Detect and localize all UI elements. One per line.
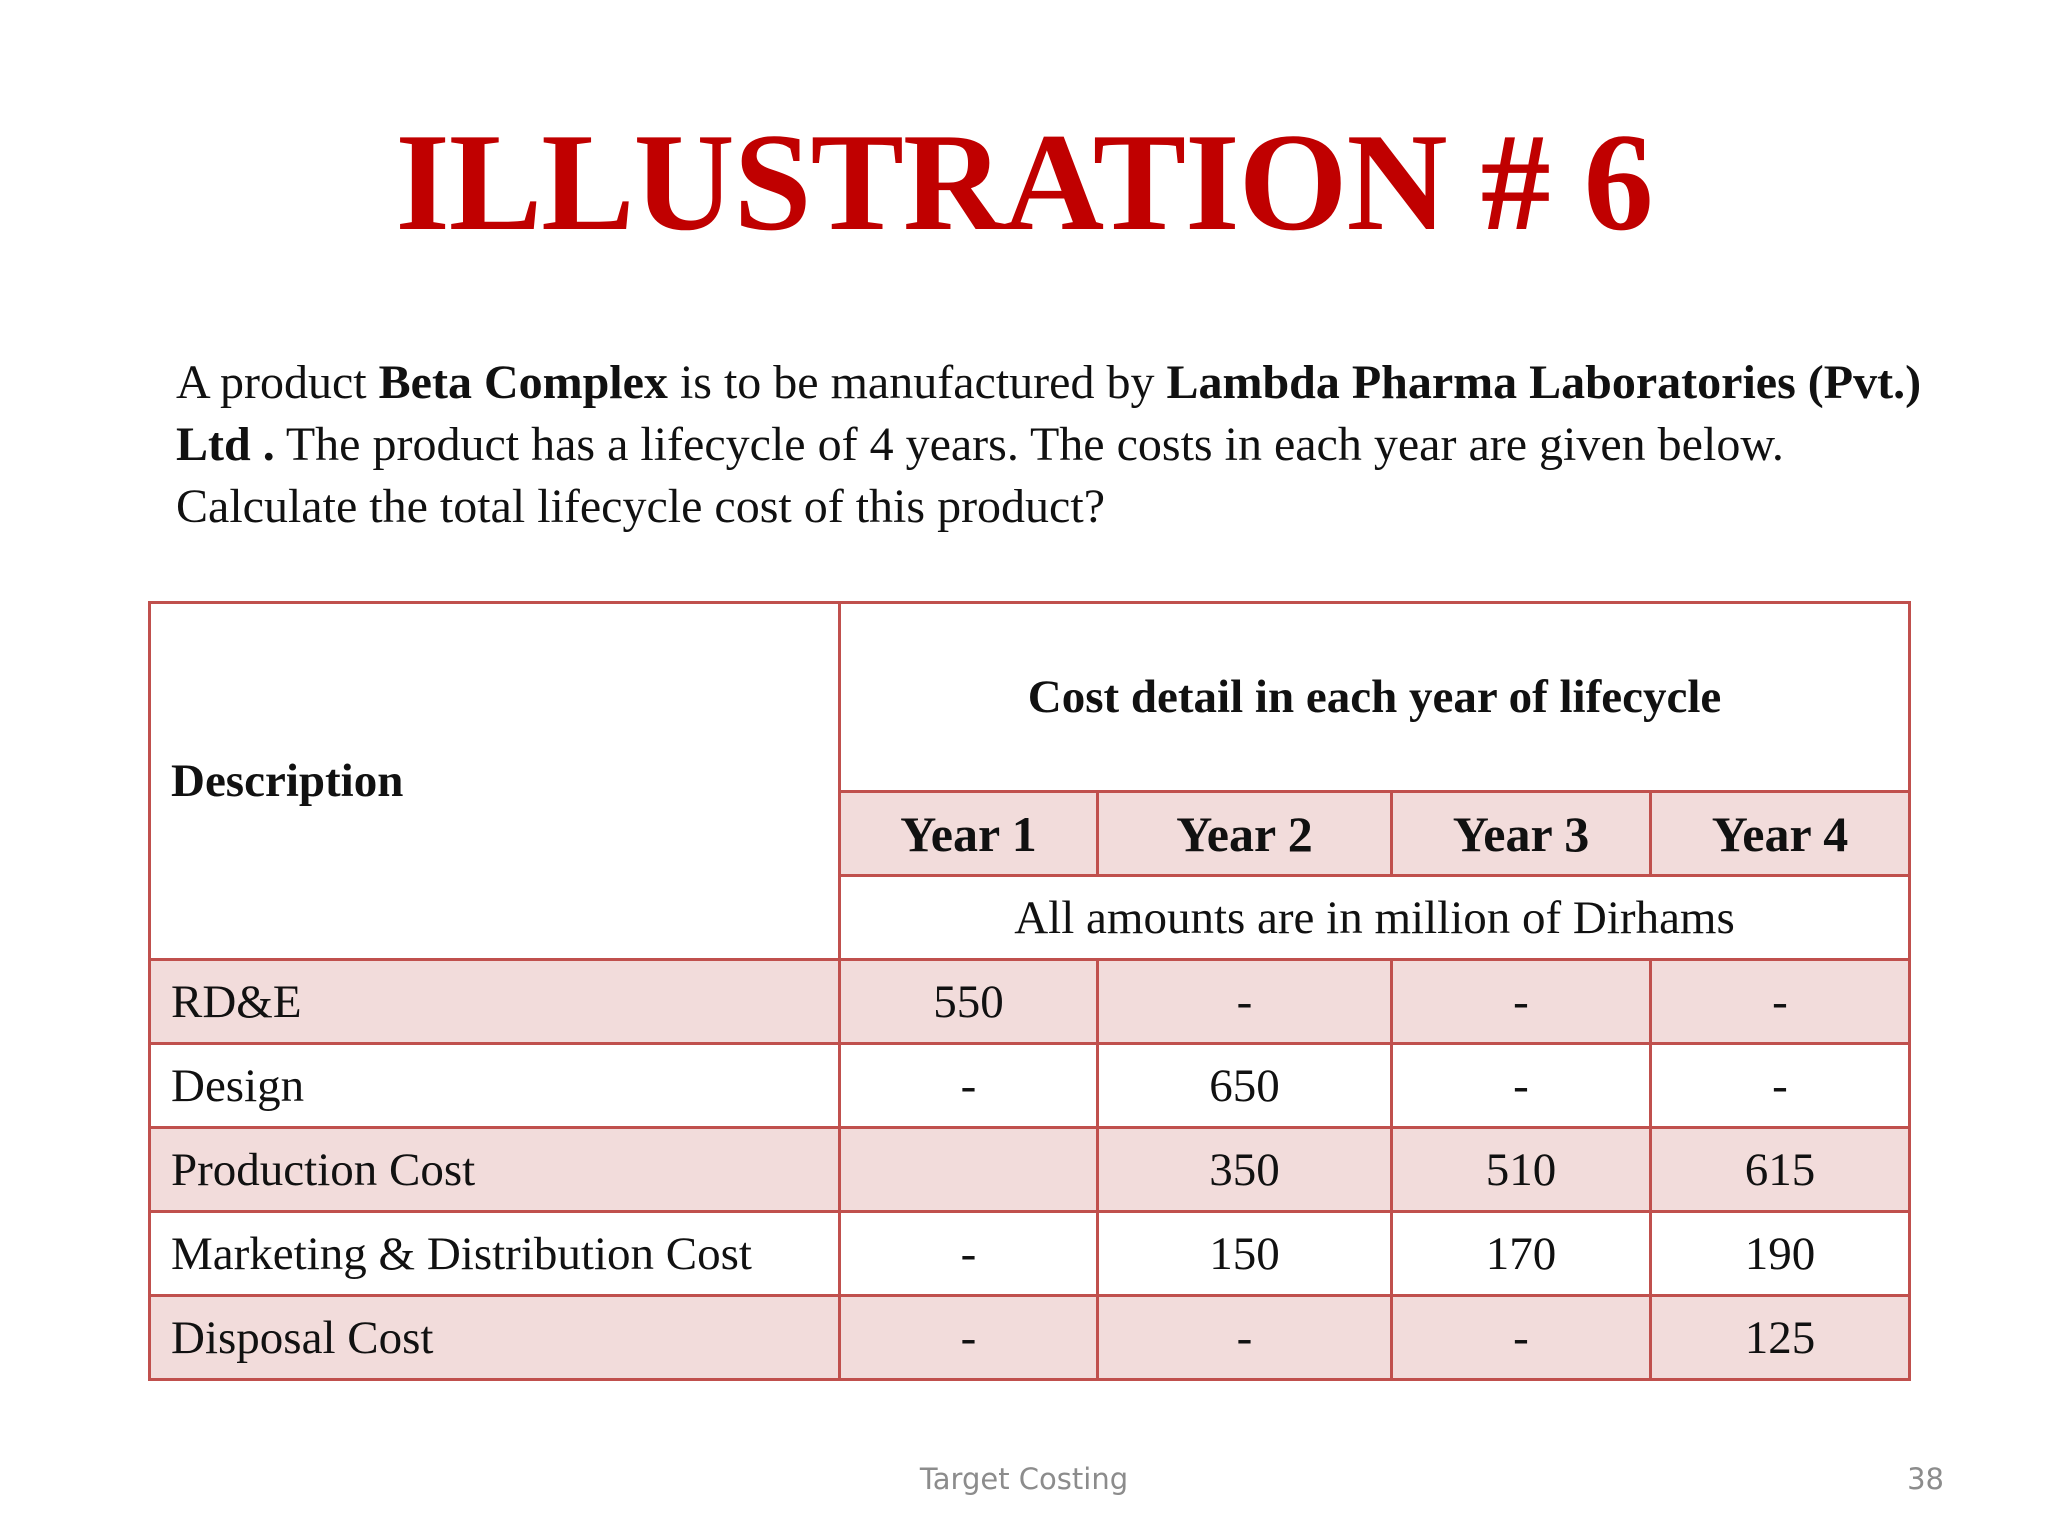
table-row: Production Cost 350 510 615 xyxy=(148,1126,1912,1213)
lifecycle-cost-table: Description Cost detail in each year of … xyxy=(148,601,1912,1381)
cell-value: - xyxy=(1648,958,1912,1045)
cell-value: 350 xyxy=(1096,1126,1393,1213)
cell-value: 190 xyxy=(1648,1210,1912,1297)
slide-title: ILLUSTRATION # 6 xyxy=(395,105,1653,260)
cell-value: - xyxy=(838,1042,1099,1129)
lifecycle-cost-header: Cost detail in each year of lifecycle xyxy=(837,601,1912,793)
intro-text-3: The product has a lifecycle of 4 years. … xyxy=(176,418,1784,533)
problem-statement: A product Beta Complex is to be manufact… xyxy=(176,352,1936,538)
cell-value: 650 xyxy=(1096,1042,1393,1129)
row-label: Disposal Cost xyxy=(148,1294,841,1381)
cell-value: 170 xyxy=(1390,1210,1652,1297)
year-header: Year 2 xyxy=(1096,790,1393,877)
table-row: Design - 650 - - xyxy=(148,1042,1912,1129)
cell-value: - xyxy=(1390,1294,1652,1381)
row-label: Marketing & Distribution Cost xyxy=(148,1210,841,1297)
table-row: Disposal Cost - - - 125 xyxy=(148,1294,1912,1381)
year-header: Year 1 xyxy=(838,790,1099,877)
cell-value: - xyxy=(1390,1042,1652,1129)
row-label: RD&E xyxy=(148,958,841,1045)
table-row: Marketing & Distribution Cost - 150 170 … xyxy=(148,1210,1912,1297)
cell-value: - xyxy=(1390,958,1652,1045)
cell-value: - xyxy=(1096,958,1393,1045)
units-note: All amounts are in million of Dirhams xyxy=(837,874,1912,961)
row-label: Design xyxy=(148,1042,841,1129)
cell-value: - xyxy=(1096,1294,1393,1381)
description-header: Description xyxy=(148,601,841,961)
year-header: Year 3 xyxy=(1390,790,1652,877)
table-row: RD&E 550 - - - xyxy=(148,958,1912,1045)
cell-value: 550 xyxy=(838,958,1099,1045)
footer-title: Target Costing xyxy=(919,1462,1129,1496)
cell-value: 510 xyxy=(1390,1126,1652,1213)
cell-value: 125 xyxy=(1648,1294,1912,1381)
cell-value: - xyxy=(1648,1042,1912,1129)
cell-value: - xyxy=(838,1210,1099,1297)
company-name: Lambda Pharma Laboratories (Pvt.) Ltd . xyxy=(176,356,1922,471)
intro-text-2: is to be manufactured by xyxy=(667,356,1167,409)
product-name: Beta Complex xyxy=(378,356,668,409)
cell-value xyxy=(838,1126,1099,1213)
cell-value: 615 xyxy=(1648,1126,1912,1213)
intro-text-1: A product xyxy=(176,356,379,409)
cell-value: - xyxy=(838,1294,1099,1381)
page-number: 38 xyxy=(1907,1462,1944,1496)
row-label: Production Cost xyxy=(148,1126,841,1213)
year-header: Year 4 xyxy=(1648,790,1912,877)
cell-value: 150 xyxy=(1096,1210,1393,1297)
